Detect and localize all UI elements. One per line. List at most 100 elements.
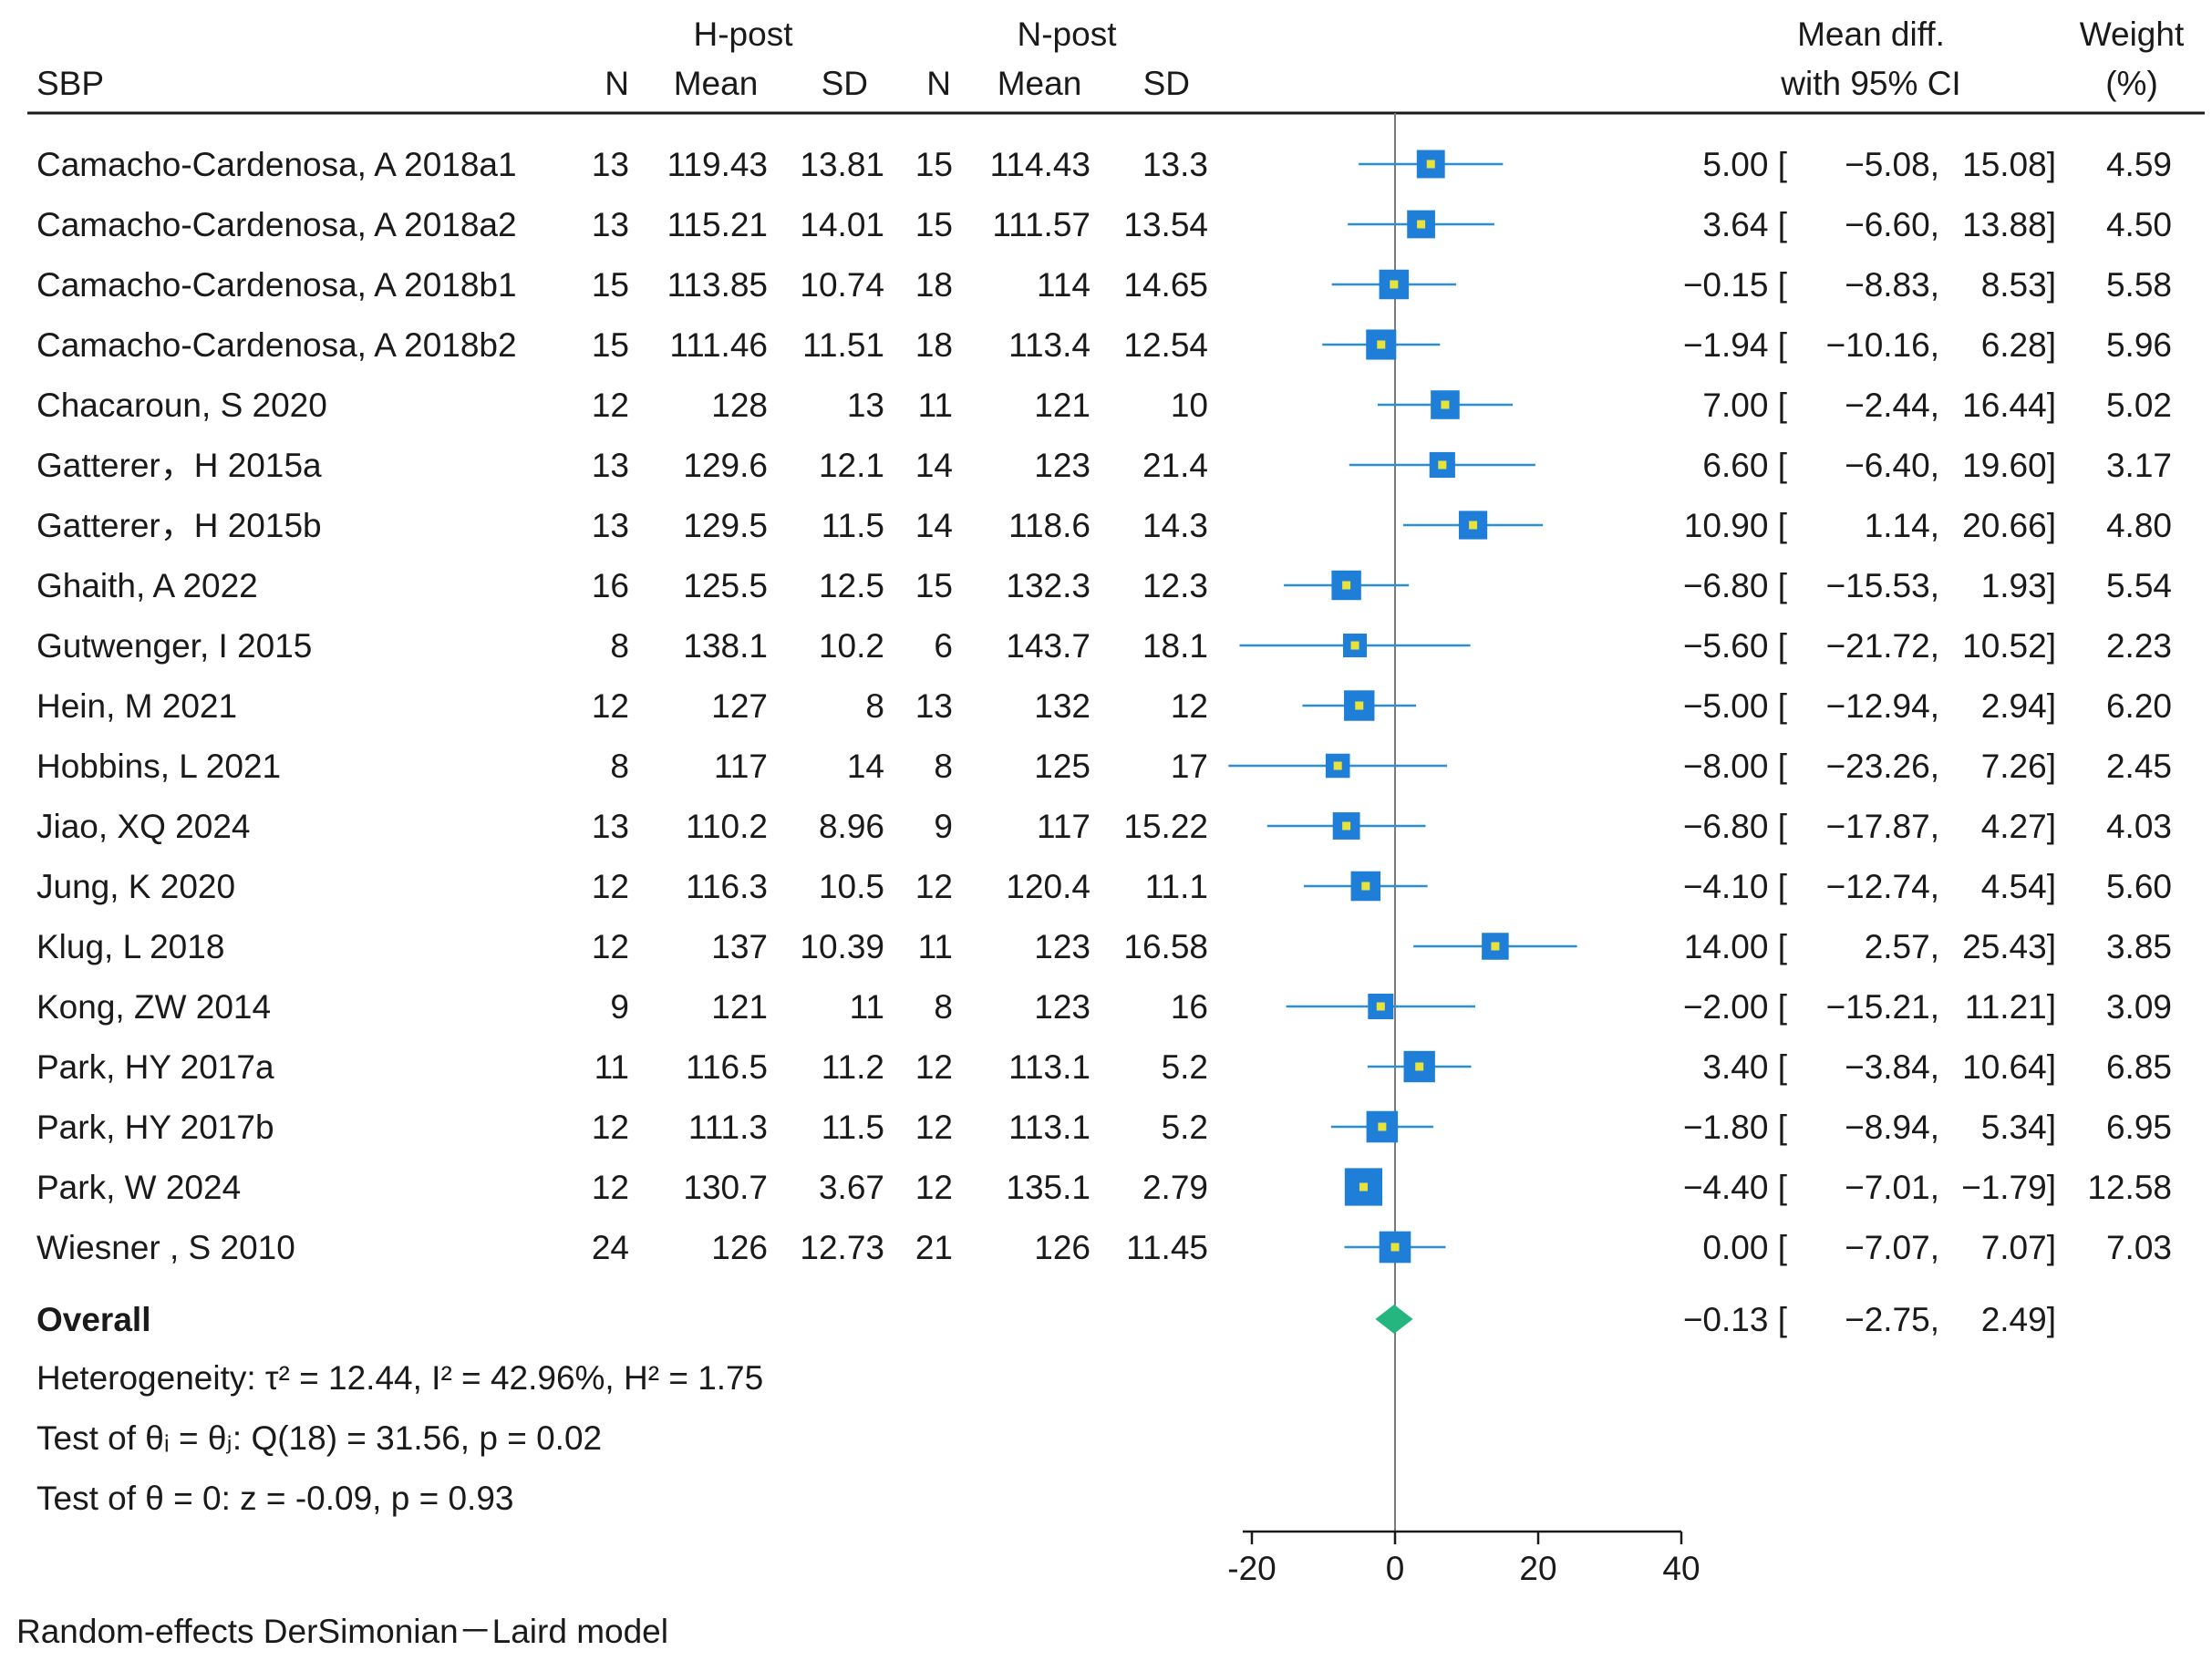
ci-lower-cell: −3.84, bbox=[1845, 1048, 1939, 1086]
point-estimate bbox=[1415, 1062, 1424, 1071]
column-header-n2: N bbox=[926, 65, 951, 102]
n2-cell: 15 bbox=[915, 567, 953, 604]
heterogeneity-stats: Heterogeneity: τ² = 12.44, I² = 42.96%, … bbox=[36, 1359, 763, 1397]
ci-lower-cell: −7.07, bbox=[1845, 1229, 1939, 1266]
mean2-cell: 132 bbox=[1034, 687, 1090, 725]
md-cell: −5.00 [ bbox=[1683, 687, 1787, 725]
n1-cell: 13 bbox=[592, 206, 629, 243]
n1-cell: 13 bbox=[592, 808, 629, 845]
n2-cell: 9 bbox=[934, 808, 953, 845]
outcome-label: SBP bbox=[36, 65, 104, 102]
model-footnote: Random-effects DerSimonian－Laird model bbox=[16, 1613, 668, 1650]
ci-upper-cell: 13.88] bbox=[1962, 206, 2056, 243]
sd1-cell: 13.81 bbox=[800, 146, 884, 183]
sd1-cell: 12.1 bbox=[819, 447, 884, 484]
group-header-n-post: N-post bbox=[1018, 15, 1118, 53]
column-header-mean2: Mean bbox=[997, 65, 1082, 102]
sd2-cell: 5.2 bbox=[1162, 1109, 1208, 1146]
sd1-cell: 11.5 bbox=[822, 1109, 884, 1146]
weight-cell: 5.60 bbox=[2106, 868, 2172, 905]
mean2-cell: 117 bbox=[1037, 808, 1090, 845]
sd2-cell: 2.79 bbox=[1142, 1169, 1208, 1206]
sd2-cell: 11.45 bbox=[1126, 1229, 1208, 1266]
mean2-cell: 132.3 bbox=[1006, 567, 1090, 604]
weight-cell: 7.03 bbox=[2106, 1229, 2172, 1266]
overall-md: −0.13 [ bbox=[1683, 1301, 1787, 1338]
overall-lo: −2.75, bbox=[1845, 1301, 1939, 1338]
mean1-cell: 121 bbox=[711, 988, 768, 1026]
weight-cell: 5.02 bbox=[2106, 387, 2172, 424]
ci-upper-cell: 16.44] bbox=[1962, 387, 2056, 424]
md-cell: 7.00 [ bbox=[1702, 387, 1787, 424]
mean1-cell: 138.1 bbox=[683, 627, 768, 665]
md-cell: 0.00 [ bbox=[1702, 1229, 1787, 1266]
weight-cell: 3.85 bbox=[2106, 928, 2172, 965]
table-row: Camacho-Cardenosa, A 2018b1 15 113.85 10.74… bbox=[36, 266, 2172, 304]
ci-lower-cell: −15.21, bbox=[1826, 988, 1939, 1026]
ci-lower-cell: 2.57, bbox=[1865, 928, 1939, 965]
point-estimate bbox=[1426, 160, 1435, 169]
x-tick-label: 20 bbox=[1519, 1550, 1556, 1587]
ci-lower-cell: −17.87, bbox=[1826, 808, 1939, 845]
weight-cell: 6.20 bbox=[2106, 687, 2172, 725]
md-cell: −1.80 [ bbox=[1683, 1109, 1787, 1146]
n2-cell: 18 bbox=[915, 326, 953, 364]
n2-cell: 8 bbox=[934, 748, 953, 785]
ci-upper-cell: 4.54] bbox=[1981, 868, 2056, 905]
weight-cell: 6.95 bbox=[2106, 1109, 2172, 1146]
study-name: Jung, K 2020 bbox=[36, 868, 235, 905]
study-name: Park, W 2024 bbox=[36, 1169, 241, 1206]
weight-cell: 2.45 bbox=[2106, 748, 2172, 785]
ci-upper-cell: 7.07] bbox=[1981, 1229, 2056, 1266]
sd1-cell: 11.2 bbox=[822, 1048, 884, 1086]
mean1-cell: 126 bbox=[711, 1229, 768, 1266]
md-cell: −6.80 [ bbox=[1683, 567, 1787, 604]
mean1-cell: 129.6 bbox=[683, 447, 768, 484]
mean1-cell: 127 bbox=[711, 687, 768, 725]
study-name: Gatterer，H 2015a bbox=[36, 447, 322, 484]
ci-upper-cell: 4.27] bbox=[1981, 808, 2056, 845]
n2-cell: 12 bbox=[915, 1109, 953, 1146]
md-cell: 3.40 [ bbox=[1702, 1048, 1787, 1086]
mean2-cell: 113.4 bbox=[1008, 326, 1090, 364]
study-name: Park, HY 2017a bbox=[36, 1048, 274, 1086]
mean2-cell: 123 bbox=[1034, 988, 1090, 1026]
study-name: Park, HY 2017b bbox=[36, 1109, 274, 1146]
ci-lower-cell: 1.14, bbox=[1865, 507, 1939, 544]
table-row: Ghaith, A 2022 16 125.5 12.5 15 132.3 12.3 −6.8… bbox=[36, 567, 2172, 604]
weight-header-line2: (%) bbox=[2105, 65, 2158, 102]
md-cell: 10.90 [ bbox=[1684, 507, 1787, 544]
point-estimate bbox=[1333, 761, 1342, 770]
mean2-cell: 123 bbox=[1034, 928, 1090, 965]
n2-cell: 6 bbox=[934, 627, 953, 665]
ci-lower-cell: −23.26, bbox=[1826, 748, 1939, 785]
sd1-cell: 10.74 bbox=[800, 266, 884, 304]
x-axis: -20 0 20 40 bbox=[1227, 1530, 1700, 1587]
point-estimate bbox=[1376, 1002, 1385, 1011]
n2-cell: 11 bbox=[918, 928, 953, 965]
mean1-cell: 125.5 bbox=[683, 567, 768, 604]
n2-cell: 8 bbox=[934, 988, 953, 1026]
ci-upper-cell: 10.52] bbox=[1962, 627, 2056, 665]
ci-lower-cell: −8.94, bbox=[1845, 1109, 1939, 1146]
overall-diamond bbox=[1375, 1305, 1413, 1334]
md-cell: −6.80 [ bbox=[1683, 808, 1787, 845]
ci-lower-cell: −5.08, bbox=[1845, 146, 1939, 183]
table-row: Camacho-Cardenosa, A 2018b2 15 111.46 11.51… bbox=[36, 326, 2172, 364]
ci-upper-cell: 11.21] bbox=[1965, 988, 2056, 1026]
ci-upper-cell: 15.08] bbox=[1962, 146, 2056, 183]
n1-cell: 12 bbox=[592, 928, 629, 965]
column-header-n1: N bbox=[605, 65, 629, 102]
point-estimate bbox=[1491, 942, 1500, 951]
mean1-cell: 117 bbox=[714, 748, 768, 785]
ci-upper-cell: 8.53] bbox=[1981, 266, 2056, 304]
ci-upper-cell: 1.93] bbox=[1981, 567, 2056, 604]
md-cell: 14.00 [ bbox=[1684, 928, 1787, 965]
sd1-cell: 10.5 bbox=[819, 868, 884, 905]
mean2-cell: 143.7 bbox=[1006, 627, 1090, 665]
point-estimate bbox=[1350, 641, 1359, 650]
n2-cell: 15 bbox=[915, 206, 953, 243]
sd1-cell: 12.73 bbox=[800, 1229, 884, 1266]
n1-cell: 24 bbox=[592, 1229, 629, 1266]
table-row: Kong, ZW 2014 9 121 11 8 123 16 −2.00 [−15.21, 1… bbox=[36, 988, 2172, 1026]
